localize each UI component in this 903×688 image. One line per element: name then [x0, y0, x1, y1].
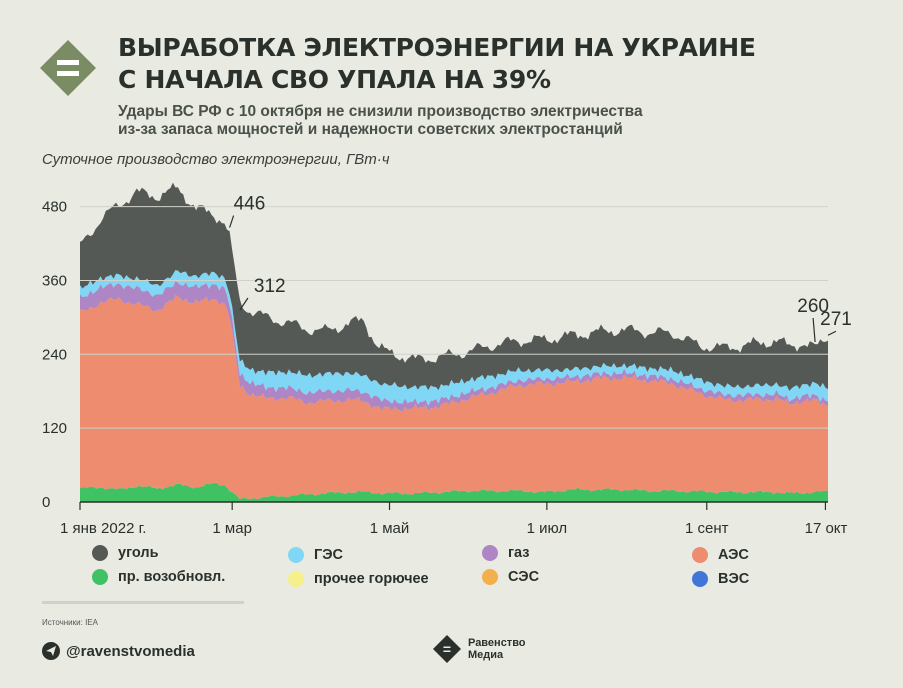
x-tick-label: 1 мар [212, 520, 252, 537]
legend-item-hydro: ГЭС [288, 547, 343, 563]
area-layers [80, 182, 828, 502]
title-line-1: ВЫРАБОТКА ЭЛЕКТРОЭНЕРГИИ НА УКРАИНЕ [118, 33, 756, 62]
legend-item-coal: уголь [92, 545, 159, 561]
legend-swatch [692, 571, 708, 587]
legend: уголь пр. возобновл. ГЭС прочее горючее газ С… [92, 545, 812, 589]
annotation-leader [827, 330, 837, 336]
x-tick-label: 1 сент [685, 520, 729, 537]
subtitle-line-1: Удары ВС РФ с 10 октября не снизили прои… [118, 103, 643, 120]
legend-label: пр. возобновл. [118, 569, 226, 585]
brand-footer-glyph: = [443, 641, 451, 657]
x-tick-label: 1 июл [527, 520, 568, 537]
handle-text: @ravenstvomedia [66, 642, 195, 660]
legend-item-renew: пр. возобновл. [92, 569, 225, 585]
annotation-leader [239, 297, 249, 311]
legend-item-nuclear: АЭС [692, 547, 749, 563]
x-tick-label: 17 окт [805, 520, 848, 537]
area-coal [80, 182, 828, 391]
legend-swatch [288, 571, 304, 587]
area-nuclear [80, 295, 828, 500]
annotation-label: 446 [234, 194, 266, 215]
legend-item-other: прочее горючее [288, 571, 429, 587]
source-note: Источники: IEA [42, 618, 98, 627]
axis-title: Суточное производство электроэнергии, ГВ… [42, 151, 390, 168]
annotation-leader [812, 317, 816, 343]
logo-bar-top [57, 60, 79, 65]
annotation-label: 260 [797, 296, 829, 317]
y-tick-label: 360 [42, 272, 67, 289]
area-hydro [80, 270, 828, 406]
y-tick-label: 240 [42, 346, 67, 363]
chart-axes: 0 120 240 360 480 1 янв 2022 г. 1 мар 1 май 1 ию… [42, 199, 848, 537]
y-tick-label: 480 [42, 199, 67, 216]
brand-line-1: Равенство [468, 637, 526, 649]
legend-label: СЭС [508, 569, 540, 585]
divider [42, 601, 244, 604]
legend-swatch [482, 545, 498, 561]
logo-diamond [40, 40, 96, 96]
page-title: ВЫРАБОТКА ЭЛЕКТРОЭНЕРГИИ НА УКРАИНЕ С НА… [118, 32, 756, 96]
annotation-label: 271 [820, 309, 852, 330]
annotation-label: 312 [254, 276, 286, 297]
area-renew [80, 482, 828, 502]
legend-label: АЭС [718, 547, 749, 563]
title-line-2: С НАЧАЛА СВО УПАЛА НА 39% [118, 65, 551, 94]
legend-item-wind: ВЭС [692, 571, 749, 587]
legend-item-solar: СЭС [482, 569, 539, 585]
brand-footer-text: Равенство Медиа [468, 637, 526, 661]
brand-logo [38, 38, 98, 98]
x-tick-label: 1 май [370, 520, 410, 537]
legend-swatch [482, 569, 498, 585]
legend-label: ГЭС [314, 547, 344, 563]
legend-swatch [288, 547, 304, 563]
subtitle-line-2: из-за запаса мощностей и надежности сове… [118, 121, 623, 138]
annotation-leader [229, 215, 235, 228]
page-subtitle: Удары ВС РФ с 10 октября не снизили прои… [118, 103, 643, 139]
brand-line-2: Медиа [468, 649, 504, 661]
x-tick-label: 1 янв 2022 г. [60, 520, 146, 537]
telegram-handle[interactable]: @ravenstvomedia [42, 642, 195, 660]
logo-bar-bottom [57, 71, 79, 76]
legend-swatch [92, 569, 108, 585]
y-tick-label: 120 [42, 420, 67, 437]
legend-swatch [92, 545, 108, 561]
legend-item-gas: газ [482, 545, 530, 561]
legend-label: ВЭС [718, 571, 750, 587]
legend-label: прочее горючее [314, 571, 429, 587]
telegram-icon [42, 642, 60, 660]
legend-label: уголь [118, 545, 159, 561]
brand-footer-icon: = [433, 635, 461, 663]
y-tick-label: 0 [42, 494, 50, 511]
legend-swatch [692, 547, 708, 563]
area-gas [80, 281, 828, 413]
legend-label: газ [508, 545, 530, 561]
brand-footer: = Равенство Медиа [432, 634, 526, 664]
